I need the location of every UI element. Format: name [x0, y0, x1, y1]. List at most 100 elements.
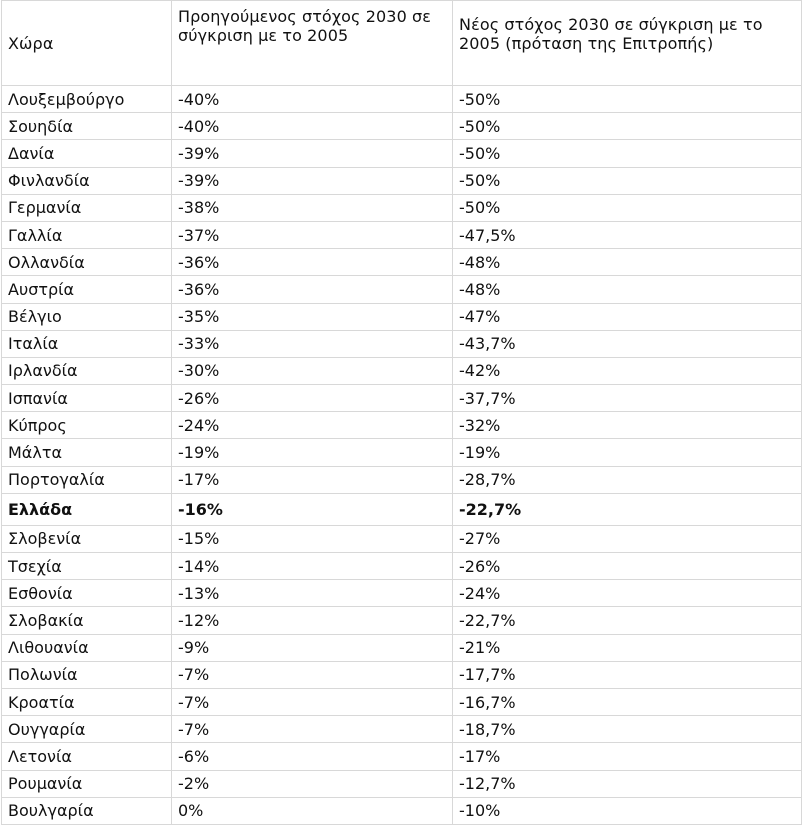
- country-cell: Πολωνία: [1, 660, 172, 689]
- previous-target-cell: -9%: [171, 633, 453, 662]
- table-row: Σλοβενία -15% -27%: [1, 524, 802, 554]
- new-target-cell: -12,7%: [452, 769, 802, 798]
- country-cell: Κροατία: [1, 687, 172, 717]
- previous-target-cell: -37%: [171, 220, 453, 250]
- table-body: Λουξεμβούργο -40% -50% Σουηδία -40% -50% Δανία…: [1, 84, 802, 825]
- new-target-cell: -42%: [452, 356, 802, 386]
- country-cell: Λετονία: [1, 742, 172, 771]
- new-target-cell: -50%: [452, 193, 802, 222]
- previous-target-cell: -12%: [171, 606, 453, 635]
- new-target-cell: -48%: [452, 275, 802, 304]
- country-cell: Ισπανία: [1, 384, 172, 413]
- table-row: Ιταλία -33% -43,7%: [1, 329, 802, 358]
- table-row: Ουγγαρία -7% -18,7%: [1, 715, 802, 744]
- new-target-cell: -28,7%: [452, 465, 802, 494]
- new-target-cell: -50%: [452, 84, 802, 114]
- table-row: Εσθονία -13% -24%: [1, 579, 802, 608]
- table-row: Ολλανδία -36% -48%: [1, 248, 802, 277]
- new-target-cell: -16,7%: [452, 687, 802, 717]
- header-country: Χώρα: [1, 0, 172, 86]
- new-target-cell: -24%: [452, 579, 802, 608]
- table-row: Τσεχία -14% -26%: [1, 551, 802, 581]
- previous-target-cell: -40%: [171, 84, 453, 114]
- table-header: Χώρα Προηγούμενος στόχος 2030 σε σύγκρισ…: [1, 0, 802, 86]
- country-cell: Τσεχία: [1, 551, 172, 581]
- country-cell: Λιθουανία: [1, 633, 172, 662]
- previous-target-cell: -7%: [171, 687, 453, 717]
- table-row: Λουξεμβούργο -40% -50%: [1, 84, 802, 114]
- table-row: Κύπρος -24% -32%: [1, 411, 802, 440]
- new-target-cell: -48%: [452, 248, 802, 277]
- previous-target-cell: -26%: [171, 384, 453, 413]
- table-row: Πολωνία -7% -17,7%: [1, 660, 802, 689]
- new-target-cell: -47,5%: [452, 220, 802, 250]
- previous-target-cell: -15%: [171, 524, 453, 554]
- table-row: Σλοβακία -12% -22,7%: [1, 606, 802, 635]
- new-target-cell: -27%: [452, 524, 802, 554]
- table-row: Ιρλανδία -30% -42%: [1, 356, 802, 386]
- previous-target-cell: -2%: [171, 769, 453, 798]
- header-row: Χώρα Προηγούμενος στόχος 2030 σε σύγκρισ…: [1, 0, 802, 86]
- new-target-cell: -50%: [452, 139, 802, 168]
- table-row: Λετονία -6% -17%: [1, 742, 802, 771]
- previous-target-cell: -17%: [171, 465, 453, 494]
- table-row: Λιθουανία -9% -21%: [1, 633, 802, 662]
- previous-target-cell: -19%: [171, 438, 453, 467]
- country-cell: Δανία: [1, 139, 172, 168]
- country-cell: Ουγγαρία: [1, 715, 172, 744]
- new-target-cell: -47%: [452, 302, 802, 331]
- header-new-target: Νέος στόχος 2030 σε σύγκριση με το 2005 …: [452, 0, 802, 86]
- new-target-cell: -50%: [452, 112, 802, 141]
- header-previous-target: Προηγούμενος στόχος 2030 σε σύγκριση με …: [171, 0, 453, 86]
- previous-target-cell: -7%: [171, 660, 453, 689]
- new-target-cell: -17,7%: [452, 660, 802, 689]
- previous-target-cell: -39%: [171, 166, 453, 195]
- previous-target-cell: -40%: [171, 112, 453, 141]
- previous-target-cell: -16%: [171, 492, 453, 526]
- table-row: Φινλανδία -39% -50%: [1, 166, 802, 195]
- table-row: Κροατία -7% -16,7%: [1, 687, 802, 717]
- previous-target-cell: -13%: [171, 579, 453, 608]
- table-row: Αυστρία -36% -48%: [1, 275, 802, 304]
- table-row: Ρουμανία -2% -12,7%: [1, 769, 802, 798]
- new-target-cell: -18,7%: [452, 715, 802, 744]
- table-row: Ελλάδα -16% -22,7%: [1, 492, 802, 526]
- country-cell: Μάλτα: [1, 438, 172, 467]
- country-cell: Ιρλανδία: [1, 356, 172, 386]
- new-target-cell: -32%: [452, 411, 802, 440]
- country-cell: Πορτογαλία: [1, 465, 172, 494]
- previous-target-cell: -6%: [171, 742, 453, 771]
- previous-target-cell: -35%: [171, 302, 453, 331]
- previous-target-cell: -36%: [171, 275, 453, 304]
- new-target-cell: -43,7%: [452, 329, 802, 358]
- table-row: Βέλγιο -35% -47%: [1, 302, 802, 331]
- country-cell: Σουηδία: [1, 112, 172, 141]
- country-cell: Φινλανδία: [1, 166, 172, 195]
- table-row: Ισπανία -26% -37,7%: [1, 384, 802, 413]
- country-cell: Ρουμανία: [1, 769, 172, 798]
- previous-target-cell: -14%: [171, 551, 453, 581]
- country-cell: Σλοβακία: [1, 606, 172, 635]
- previous-target-cell: -33%: [171, 329, 453, 358]
- new-target-cell: -37,7%: [452, 384, 802, 413]
- previous-target-cell: -24%: [171, 411, 453, 440]
- country-cell: Βέλγιο: [1, 302, 172, 331]
- previous-target-cell: 0%: [171, 796, 453, 825]
- new-target-cell: -17%: [452, 742, 802, 771]
- table-row: Μάλτα -19% -19%: [1, 438, 802, 467]
- new-target-cell: -26%: [452, 551, 802, 581]
- table-row: Σουηδία -40% -50%: [1, 112, 802, 141]
- country-cell: Εσθονία: [1, 579, 172, 608]
- new-target-cell: -10%: [452, 796, 802, 825]
- table-row: Βουλγαρία 0% -10%: [1, 796, 802, 825]
- country-cell: Λουξεμβούργο: [1, 84, 172, 114]
- table-row: Πορτογαλία -17% -28,7%: [1, 465, 802, 494]
- previous-target-cell: -7%: [171, 715, 453, 744]
- country-cell: Ελλάδα: [1, 492, 172, 526]
- country-cell: Γερμανία: [1, 193, 172, 222]
- previous-target-cell: -39%: [171, 139, 453, 168]
- new-target-cell: -19%: [452, 438, 802, 467]
- new-target-cell: -22,7%: [452, 492, 802, 526]
- table-row: Δανία -39% -50%: [1, 139, 802, 168]
- new-target-cell: -50%: [452, 166, 802, 195]
